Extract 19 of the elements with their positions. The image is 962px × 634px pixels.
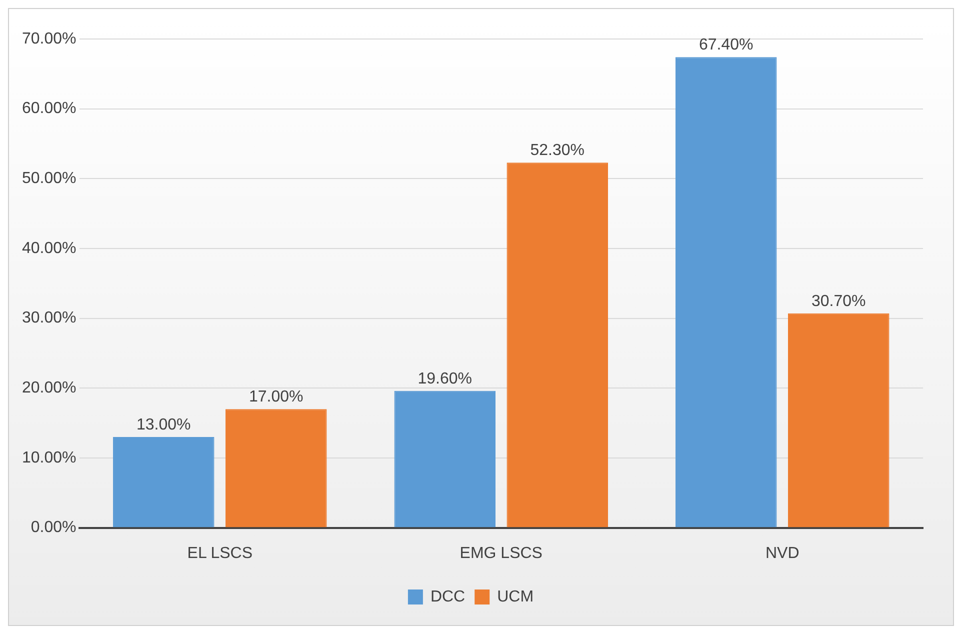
data-label: 67.40% [698,36,754,54]
x-tick-label: NVD [765,544,800,562]
legend-label: UCM [497,588,534,606]
y-tick-label: 40.00% [22,240,76,257]
data-label: 52.30% [530,142,585,160]
y-tick-label: 20.00% [22,380,76,397]
data-label: 30.70% [811,292,866,310]
x-tick-label: EL LSCS [187,544,252,562]
y-tick-label: 10.00% [22,449,76,466]
y-tick-label: 60.00% [22,100,76,118]
y-tick-label: 30.00% [22,310,76,327]
y-tick-label: 70.00% [22,30,76,48]
data-label: 13.00% [136,416,191,434]
data-label: 17.00% [249,388,304,406]
x-tick-label: EMG LSCS [460,544,542,562]
y-tick-label: 0.00% [30,519,76,536]
legend-label: DCC [430,588,466,606]
data-label: 19.60% [418,370,472,388]
y-tick-label: 50.00% [22,170,76,188]
